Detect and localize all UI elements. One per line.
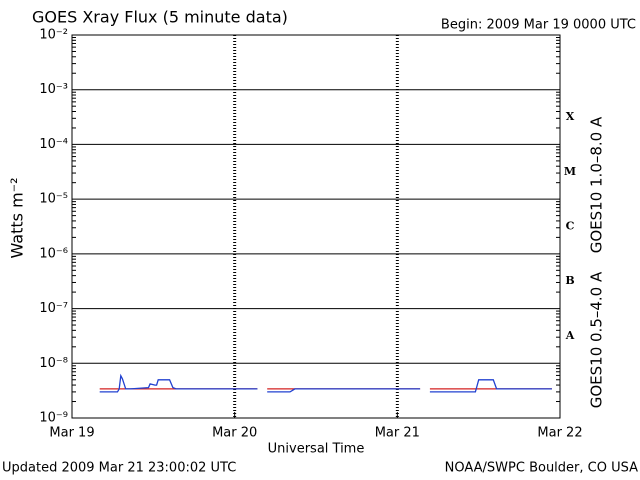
y-tick-label: 10⁻⁴	[39, 137, 68, 152]
y-tick-label: 10⁻⁹	[39, 411, 68, 426]
footer-right: NOAA/SWPC Boulder, CO USA	[445, 461, 638, 476]
flare-class-label: A	[565, 329, 575, 342]
flare-class-label: X	[566, 110, 575, 123]
flare-class-label: M	[564, 165, 576, 178]
y-tick-label: 10⁻⁷	[39, 301, 68, 316]
y-tick-label: 10⁻⁶	[39, 246, 68, 261]
flare-class-label: C	[566, 220, 575, 233]
chart-title: GOES Xray Flux (5 minute data)	[32, 8, 288, 27]
legend-entry: GOES10 1.0–8.0 A	[588, 116, 606, 253]
series-line	[99, 373, 552, 393]
footer-left: Updated 2009 Mar 21 23:00:02 UTC	[2, 461, 236, 476]
y-tick-label: 10⁻⁵	[39, 192, 68, 207]
y-tick-label: 10⁻⁸	[39, 356, 68, 371]
subtitle: Begin: 2009 Mar 19 0000 UTC	[441, 18, 636, 33]
y-axis-label: Watts m⁻²	[8, 177, 27, 258]
flare-class-label: B	[565, 274, 574, 287]
y-tick-label: 10⁻²	[39, 28, 68, 43]
legend-entry: GOES10 0.5–4.0 A	[588, 271, 606, 408]
x-tick-label: Mar 19	[49, 426, 94, 441]
x-tick-label: Mar 21	[375, 426, 420, 441]
y-tick-label: 10⁻³	[39, 82, 68, 97]
x-tick-label: Mar 22	[537, 426, 582, 441]
x-axis-label: Universal Time	[268, 442, 365, 457]
x-tick-label: Mar 20	[212, 426, 257, 441]
